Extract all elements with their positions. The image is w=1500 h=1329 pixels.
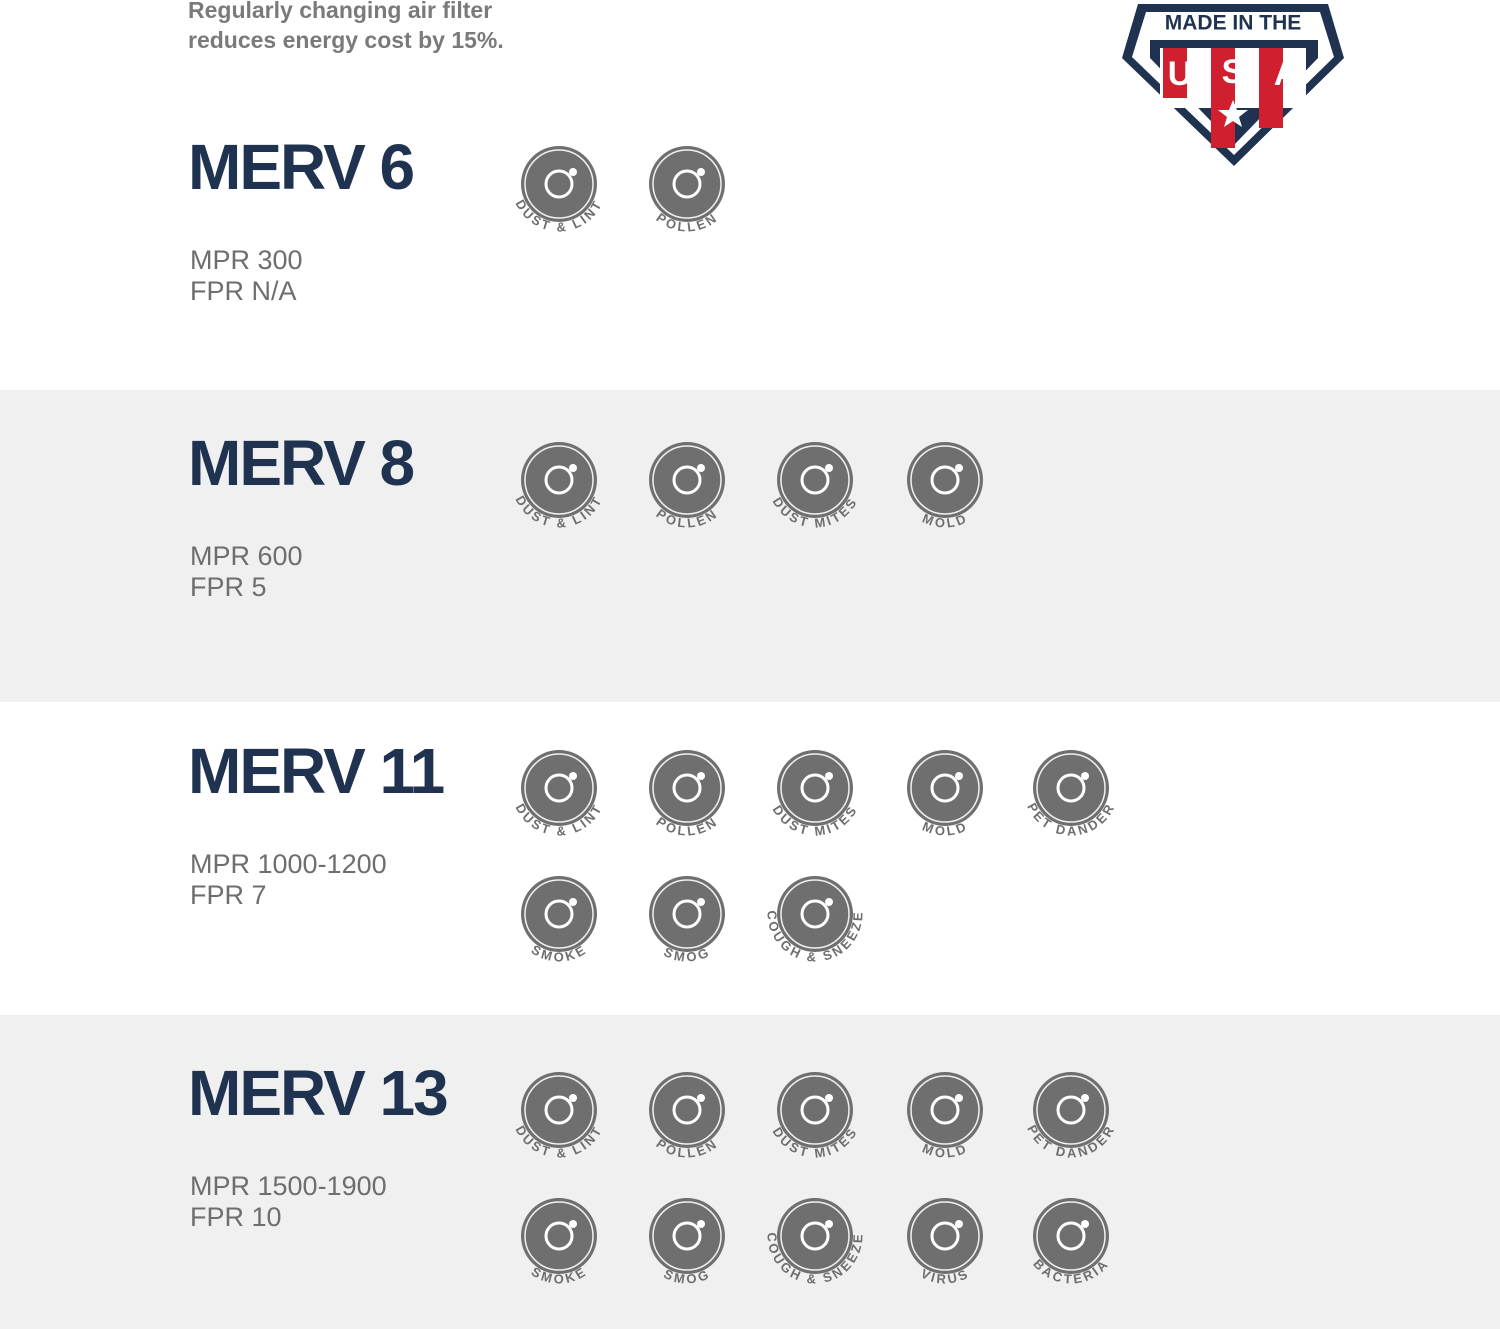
contaminant-icon: COUGH & SNEEZE	[764, 876, 864, 965]
contaminant-icon: PET DANDER	[1024, 750, 1116, 839]
contaminant-icon: BACTERIA	[1030, 1198, 1110, 1287]
contaminant-icon: PET DANDER	[1024, 1072, 1116, 1161]
section-title: MERV 13	[188, 1057, 447, 1129]
icon-label: MOLD	[920, 510, 969, 530]
badge-letter: S	[1222, 53, 1245, 91]
intro-text: Regularly changing air filter	[188, 0, 492, 23]
contaminant-icon: DUST MITES	[770, 442, 858, 531]
contaminant-icon: POLLEN	[649, 146, 725, 235]
section-title: MERV 11	[188, 735, 444, 807]
contaminant-icon: DUST & LINT	[513, 146, 603, 235]
intro-text: reduces energy cost by 15%.	[188, 27, 504, 53]
contaminant-icon: SMOKE	[521, 1198, 597, 1287]
contaminant-icon: SMOKE	[521, 876, 597, 965]
icon-label: MOLD	[920, 1140, 969, 1160]
badge-letter: U	[1168, 55, 1193, 93]
contaminant-icon: POLLEN	[649, 750, 725, 839]
section-title: MERV 8	[188, 427, 414, 499]
icon-label: SMOKE	[529, 942, 590, 965]
icon-label: VIRUS	[919, 1266, 972, 1287]
icon-label: SMOG	[661, 944, 712, 965]
icon-label-text: VIRUS	[919, 1266, 970, 1287]
icon-label-text: MOLD	[920, 510, 967, 530]
fpr-rating: FPR 7	[190, 880, 267, 910]
mpr-rating: MPR 1500-1900	[190, 1171, 387, 1201]
contaminant-icon: DUST & LINT	[513, 750, 603, 839]
contaminant-icon: POLLEN	[649, 442, 725, 531]
icon-label: SMOG	[661, 1266, 712, 1287]
icon-label-text: MOLD	[920, 818, 967, 838]
contaminant-icon: MOLD	[907, 1072, 983, 1161]
contaminant-icon: SMOG	[649, 1198, 725, 1287]
contaminant-icon: MOLD	[907, 442, 983, 531]
fpr-rating: FPR 10	[190, 1202, 282, 1232]
contaminant-icon: POLLEN	[649, 1072, 725, 1161]
fpr-rating: FPR 5	[190, 572, 267, 602]
badge-title: MADE IN THE	[1165, 12, 1302, 35]
badge-letter: A	[1274, 55, 1299, 93]
icon-label-text: MOLD	[920, 1140, 967, 1160]
mpr-rating: MPR 1000-1200	[190, 849, 387, 879]
contaminant-icon: DUST MITES	[770, 1072, 858, 1161]
contaminant-icon: VIRUS	[907, 1198, 983, 1287]
icon-label-text: SMOKE	[529, 942, 588, 965]
icon-label: MOLD	[920, 818, 969, 838]
section-title: MERV 6	[188, 131, 414, 203]
fpr-rating: FPR N/A	[190, 276, 297, 306]
usa-badge: MADE IN THE U S A	[1122, 4, 1344, 166]
icon-label-text: SMOG	[661, 1266, 710, 1287]
icon-label: SMOKE	[529, 1264, 590, 1287]
icon-label-text: SMOG	[661, 944, 710, 965]
mpr-rating: MPR 300	[190, 245, 303, 275]
contaminant-icon: DUST MITES	[770, 750, 858, 839]
mpr-rating: MPR 600	[190, 541, 303, 571]
contaminant-icon: MOLD	[907, 750, 983, 839]
contaminant-icon: SMOG	[649, 876, 725, 965]
section-band	[0, 390, 1500, 702]
icon-label-text: SMOKE	[529, 1264, 588, 1287]
section-band	[0, 1015, 1500, 1329]
